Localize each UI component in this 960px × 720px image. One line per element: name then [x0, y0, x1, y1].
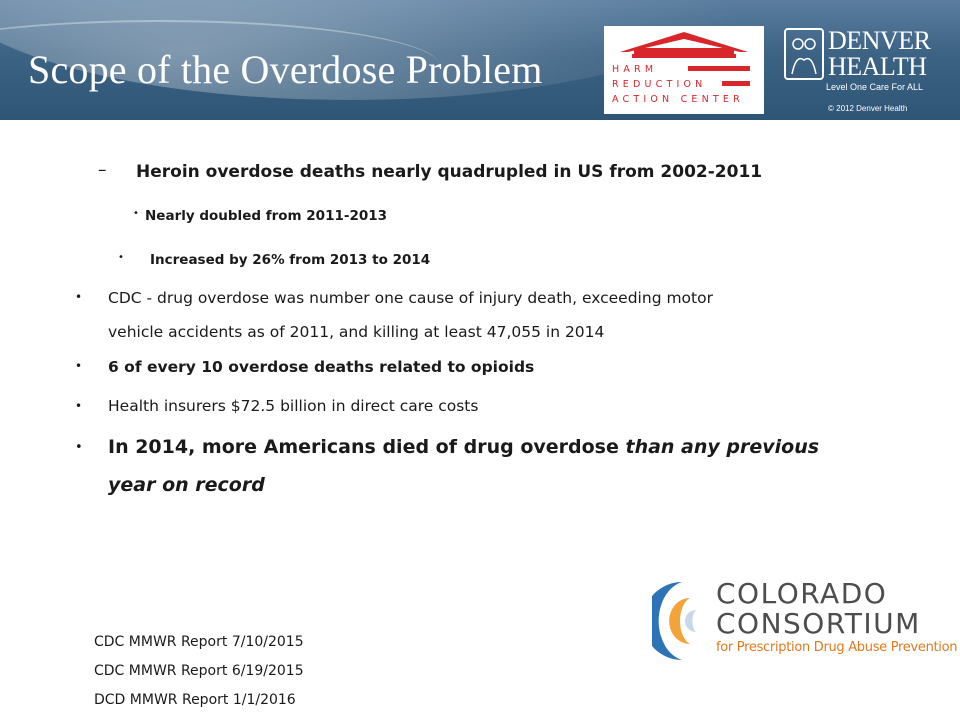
colorado-consortium-emblem-icon — [652, 582, 696, 660]
denver-health-emblem-icon — [784, 28, 824, 80]
source-citation: CDC MMWR Report 6/19/2015 — [94, 663, 304, 679]
source-citation: DCD MMWR Report 1/1/2016 — [94, 692, 296, 708]
copyright-notice: © 2012 Denver Health — [828, 104, 908, 113]
bullet-2014-record-italic: than any previous — [625, 436, 820, 458]
harm-reduction-action-center-logo: HARM REDUCTION ACTION CENTER — [604, 26, 764, 114]
bullet-dot: • — [75, 399, 83, 413]
sub-bullet-increased-26: Increased by 26% from 2013 to 2014 — [150, 252, 431, 268]
colorado-consortium-tagline: for Prescription Drug Abuse Prevention — [716, 640, 958, 655]
bullet-2014-record-line-2: year on record — [108, 474, 265, 496]
bullet-cdc-line-2: vehicle accidents as of 2011, and killin… — [108, 323, 605, 341]
health-word: HEALTH — [828, 52, 927, 81]
colorado-word: COLORADO — [716, 577, 888, 610]
colorado-consortium-logo: COLORADO CONSORTIUM for Prescription Dru… — [652, 576, 958, 666]
hrac-logo-line-1: HARM — [612, 64, 658, 75]
denver-health-logo: DENVER HEALTH Level One Care For ALL — [784, 26, 954, 116]
denver-word: DENVER — [828, 26, 931, 55]
bullet-6-of-10: 6 of every 10 overdose deaths related to… — [108, 358, 535, 376]
sub-bullet-nearly-doubled: Nearly doubled from 2011-2013 — [145, 208, 388, 224]
bullet-dot: • — [75, 440, 83, 455]
bullet-2014-record-normal: In 2014, more Americans died of drug ove… — [108, 436, 626, 458]
bullet-dot: • — [75, 290, 83, 304]
dash-marker: – — [98, 160, 107, 180]
sub-bullet-dot: • — [133, 208, 139, 219]
slide-title: Scope of the Overdose Problem — [28, 47, 543, 92]
bullet-2014-record: In 2014, more Americans died of drug ove… — [108, 436, 819, 458]
denver-health-tagline: Level One Care For ALL — [826, 82, 924, 92]
banner-swoosh-line — [0, 20, 440, 112]
hrac-logo-line-2: REDUCTION — [612, 79, 707, 90]
bullet-dot: • — [75, 359, 83, 373]
bullet-cdc-line-1: CDC - drug overdose was number one cause… — [108, 289, 713, 307]
source-citation: CDC MMWR Report 7/10/2015 — [94, 634, 304, 650]
hrac-logo-line-3: ACTION CENTER — [612, 94, 744, 105]
bullet-health-insurers: Health insurers $72.5 billion in direct … — [108, 397, 479, 415]
bullet-heroin-deaths: Heroin overdose deaths nearly quadrupled… — [136, 162, 763, 182]
consortium-word: CONSORTIUM — [716, 607, 921, 640]
sub-bullet-dot: • — [118, 252, 124, 263]
hrac-house-roof-icon — [620, 32, 750, 86]
